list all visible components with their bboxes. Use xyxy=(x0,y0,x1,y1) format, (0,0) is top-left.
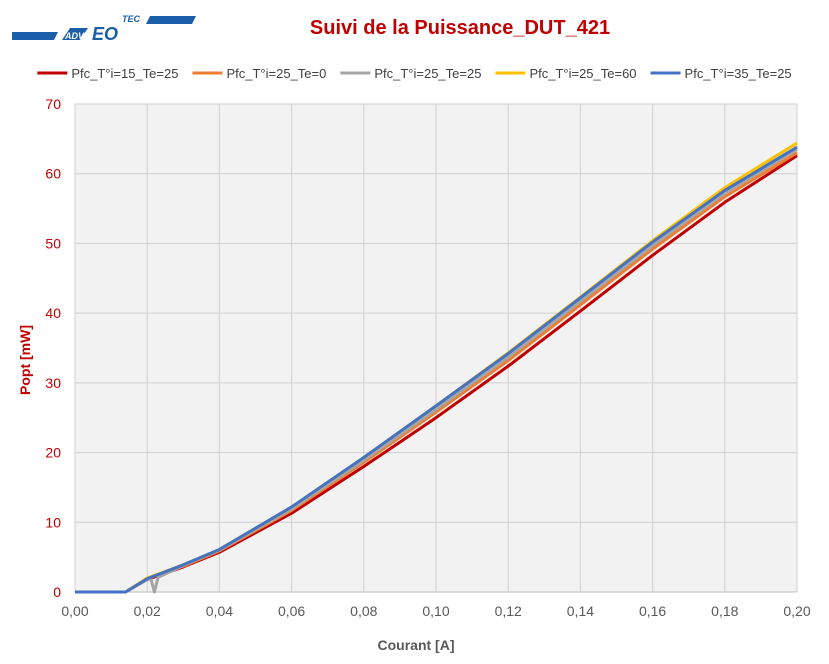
y-tick-label: 50 xyxy=(45,235,61,251)
adveotec-logo: ADV EO TEC xyxy=(12,14,196,44)
x-axis-label: Courant [A] xyxy=(378,637,455,653)
y-tick-label: 60 xyxy=(45,166,61,182)
legend-label: Pfc_T°i=35_Te=25 xyxy=(685,66,792,81)
x-tick-label: 0,06 xyxy=(278,603,305,619)
x-tick-label: 0,12 xyxy=(495,603,522,619)
x-tick-label: 0,10 xyxy=(422,603,449,619)
x-tick-label: 0,04 xyxy=(206,603,233,619)
y-tick-label: 30 xyxy=(45,375,61,391)
legend-label: Pfc_T°i=15_Te=25 xyxy=(71,66,178,81)
x-tick-label: 0,08 xyxy=(350,603,377,619)
legend-label: Pfc_T°i=25_Te=60 xyxy=(529,66,636,81)
x-tick-label: 0,16 xyxy=(639,603,666,619)
x-tick-label: 0,02 xyxy=(134,603,161,619)
svg-text:TEC: TEC xyxy=(122,14,141,24)
y-tick-label: 70 xyxy=(45,96,61,112)
y-axis-label: Popt [mW] xyxy=(17,325,33,395)
svg-text:ADV: ADV xyxy=(64,31,85,41)
y-tick-label: 20 xyxy=(45,445,61,461)
y-tick-label: 0 xyxy=(53,584,61,600)
chart-title: Suivi de la Puissance_DUT_421 xyxy=(310,17,610,39)
x-tick-label: 0,14 xyxy=(567,603,594,619)
legend-label: Pfc_T°i=25_Te=0 xyxy=(226,66,326,81)
y-tick-label: 40 xyxy=(45,305,61,321)
legend-label: Pfc_T°i=25_Te=25 xyxy=(374,66,481,81)
series-line-5 xyxy=(75,145,798,594)
x-tick-label: 0,00 xyxy=(61,603,88,619)
x-tick-label: 0,18 xyxy=(711,603,738,619)
x-tick-label: 0,20 xyxy=(783,603,810,619)
y-tick-label: 10 xyxy=(45,514,61,530)
svg-text:EO: EO xyxy=(92,24,118,44)
